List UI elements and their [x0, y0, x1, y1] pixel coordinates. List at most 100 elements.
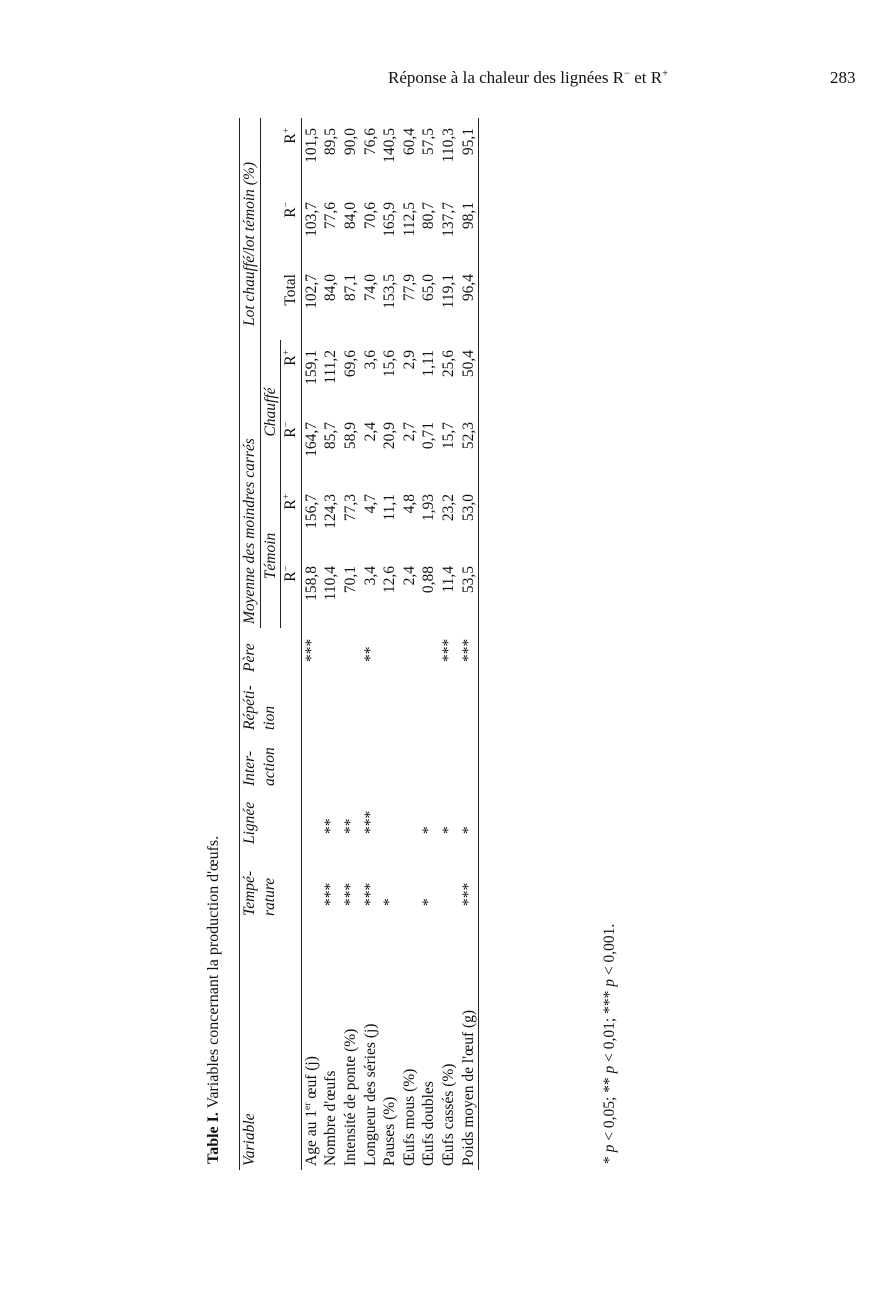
- table-row: Intensité de ponte (%) *** ** 70,1 77,3 58,9 6…: [341, 118, 361, 1170]
- value-cell: 1,11: [420, 350, 438, 377]
- significance-inter: [458, 734, 479, 790]
- superscript: +: [662, 68, 669, 80]
- significance-pere: [341, 628, 361, 676]
- value-cell: 2,7: [400, 422, 418, 442]
- value-cell: 20,9: [381, 422, 399, 450]
- row-label: Longueur des séries (j): [361, 1023, 379, 1166]
- value-cell: 84,0: [322, 274, 340, 302]
- header-lot: Lot chauffé/lot témoin (%): [239, 118, 261, 340]
- value-cell: 103,7: [301, 192, 322, 264]
- row-label: Œufs mous (%): [400, 1068, 418, 1166]
- value-cell: 110,3: [439, 128, 457, 163]
- value-cell: 76,6: [361, 128, 379, 156]
- value-cell: 58,9: [341, 422, 359, 450]
- footnote-text: < 0,001.: [601, 923, 618, 979]
- value-cell: 119,1: [439, 274, 457, 309]
- value-cell: 77,6: [322, 202, 340, 230]
- header-chauffe: Chauffé: [260, 340, 281, 484]
- table-row: Œufs mous (%) 2,4 4,8 2,7 2,9 77,9 112,5 60,4: [400, 118, 420, 1170]
- value-cell: 4,7: [361, 494, 379, 514]
- significance-inter: [419, 734, 439, 790]
- significance-inter: [361, 734, 381, 790]
- significance-lignee: [400, 790, 420, 848]
- value-cell: 2,9: [400, 350, 418, 370]
- value-cell: 23,2: [439, 494, 457, 522]
- value-cell: 15,6: [381, 350, 399, 378]
- table-row: Age au 1er œuf (j) *** 158,8 156,7 164,7 159,…: [301, 118, 322, 1170]
- value-cell: 95,1: [458, 118, 479, 192]
- value-cell: 84,0: [341, 202, 359, 230]
- value-cell: 2,4: [361, 422, 379, 442]
- value-cell: 111,2: [322, 350, 340, 384]
- value-cell: 3,6: [361, 350, 379, 370]
- header-temperature: Tempé-: [239, 848, 261, 920]
- significance-rep: [400, 676, 420, 734]
- significance-temp: ***: [341, 882, 359, 906]
- header-pere: Père: [239, 628, 261, 676]
- significance-temp: [400, 848, 420, 920]
- significance-inter: [301, 734, 322, 790]
- significance-temp: ***: [458, 848, 479, 920]
- value-cell: 0,71: [420, 422, 438, 450]
- header-temoin-r-plus: R+: [281, 494, 300, 510]
- significance-rep: [361, 676, 381, 734]
- value-cell: 112,5: [400, 202, 418, 237]
- row-label: Age au 1er œuf (j): [301, 920, 322, 1170]
- value-cell: 0,88: [420, 566, 438, 594]
- significance-temp: [439, 848, 459, 920]
- value-cell: 70,6: [361, 202, 379, 230]
- significance-pere: ***: [301, 628, 322, 676]
- table-footnote: * p < 0,05; ** p < 0,01; *** p < 0,001.: [601, 924, 619, 1164]
- significance-lignee: **: [341, 818, 359, 835]
- significance-temp: ***: [322, 882, 340, 906]
- significance-lignee: [380, 790, 400, 848]
- value-cell: 11,4: [439, 566, 457, 593]
- significance-lignee: [301, 790, 322, 848]
- value-cell: 25,6: [439, 350, 457, 378]
- value-cell: 69,6: [341, 350, 359, 378]
- header-repetition-2: tion: [261, 705, 279, 730]
- value-cell: 50,4: [458, 340, 479, 412]
- rotated-table-block: Table I. Variables concernant la product…: [205, 110, 630, 1170]
- significance-pere: ***: [458, 628, 479, 676]
- value-cell: 1,93: [420, 494, 438, 522]
- value-cell: 74,0: [361, 274, 379, 302]
- significance-inter: [439, 734, 459, 790]
- header-lot-r-plus: R+: [280, 128, 299, 144]
- running-head: Réponse à la chaleur des lignées R− et R…: [388, 68, 668, 88]
- value-cell: 89,5: [322, 128, 340, 156]
- significance-rep: [301, 676, 322, 734]
- value-cell: 53,0: [458, 484, 479, 556]
- row-label: Pauses (%): [381, 1096, 399, 1166]
- significance-rep: [341, 676, 361, 734]
- value-cell: 80,7: [420, 202, 438, 230]
- value-cell: 96,4: [458, 264, 479, 340]
- table-row: Nombre d'œufs *** ** 110,4 124,3 85,7 111,2 84,…: [321, 118, 341, 1170]
- value-cell: 153,5: [381, 274, 399, 309]
- significance-pere: [419, 628, 439, 676]
- value-cell: 85,7: [322, 422, 340, 450]
- value-cell: 11,1: [381, 494, 399, 521]
- significance-lignee: *: [420, 826, 438, 834]
- significance-pere: ***: [439, 638, 457, 662]
- running-head-text: et R: [630, 68, 663, 87]
- significance-pere: [321, 628, 341, 676]
- running-head-text: Réponse à la chaleur des lignées R: [388, 68, 625, 87]
- header-chauffe-r-minus: R−: [281, 422, 300, 438]
- significance-temp: *: [420, 898, 438, 906]
- significance-pere: [380, 628, 400, 676]
- value-cell: 77,3: [341, 494, 359, 522]
- row-label: Nombre d'œufs: [322, 1070, 340, 1166]
- value-cell: 3,4: [361, 566, 379, 586]
- footnote-text: < 0,05; **: [601, 1073, 618, 1145]
- value-cell: 60,4: [400, 128, 418, 156]
- value-cell: 53,5: [458, 556, 479, 628]
- value-cell: 137,7: [439, 202, 457, 237]
- significance-inter: [321, 734, 341, 790]
- header-interaction-2: action: [261, 747, 279, 786]
- superscript: −: [624, 68, 630, 80]
- value-cell: 52,3: [458, 412, 479, 484]
- value-cell: 102,7: [301, 264, 322, 340]
- significance-lignee: *: [439, 826, 457, 834]
- significance-inter: [341, 734, 361, 790]
